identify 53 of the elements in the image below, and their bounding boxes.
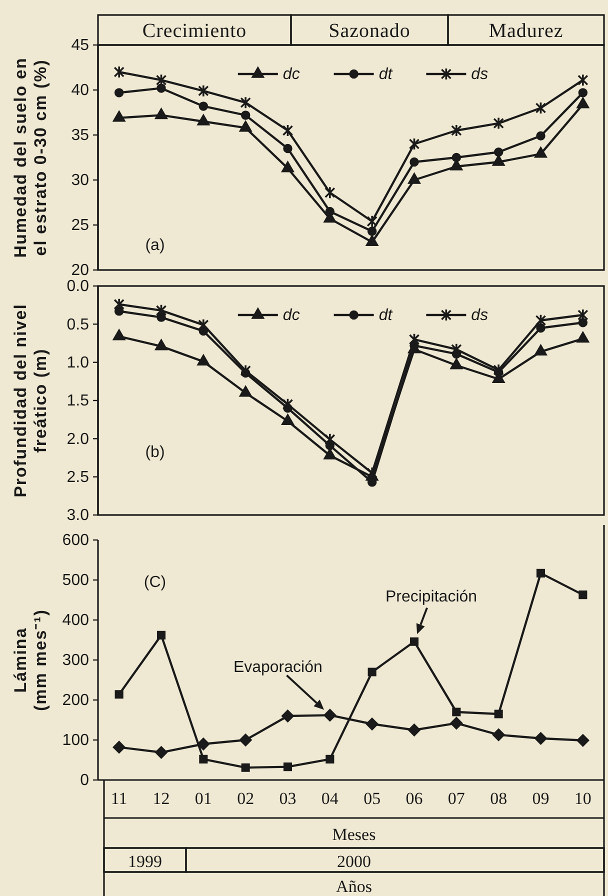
annotation: Precipitación bbox=[385, 588, 478, 606]
y-tick-label: 25 bbox=[71, 217, 90, 234]
x-tick-label: 07 bbox=[448, 789, 466, 808]
x-tick-label: 03 bbox=[279, 789, 296, 808]
y-axis-title: Lámina (mm mes⁻¹) bbox=[10, 609, 50, 711]
y-tick-label: 100 bbox=[62, 732, 90, 750]
x-tick-label: 08 bbox=[490, 789, 508, 808]
y-tick-label: 45 bbox=[71, 37, 90, 54]
y-tick-label: 0.0 bbox=[66, 278, 90, 296]
y-tick-label: 35 bbox=[71, 127, 90, 144]
text: 1999 bbox=[128, 852, 162, 870]
y-tick-label: 300 bbox=[62, 652, 90, 670]
y-tick-label: 30 bbox=[71, 172, 90, 190]
y-tick-label: 40 bbox=[71, 82, 90, 100]
y-tick-label: 3.0 bbox=[66, 507, 90, 524]
y-axis-title: Profundidad del nivel freático (m) bbox=[10, 304, 50, 498]
x-tick-label: 05 bbox=[364, 789, 381, 808]
y-tick-label: 2.5 bbox=[66, 468, 90, 486]
annotation: (b) bbox=[145, 444, 165, 460]
y-tick-label: 2.0 bbox=[66, 430, 90, 448]
annotation: Evaporación bbox=[233, 658, 322, 676]
x-tick-label: 11 bbox=[110, 789, 128, 808]
x-tick-label: 06 bbox=[406, 789, 423, 808]
legend-label: dt bbox=[378, 66, 393, 82]
text: Madurez bbox=[488, 20, 564, 42]
y-tick-label: 20 bbox=[71, 262, 90, 280]
x-tick-label: 09 bbox=[532, 789, 550, 808]
x-tick-label: 02 bbox=[237, 789, 254, 808]
text: Crecimiento bbox=[142, 20, 247, 42]
legend-label: ds bbox=[471, 66, 488, 82]
y-tick-label: 1.5 bbox=[66, 392, 90, 410]
legend-label: ds bbox=[471, 306, 488, 324]
annotation: (C) bbox=[144, 574, 166, 590]
text: Sazonado bbox=[328, 20, 410, 42]
x-tick-label: 01 bbox=[194, 789, 212, 808]
y-tick-label: 1.0 bbox=[66, 354, 90, 372]
text: Años bbox=[336, 876, 372, 896]
x-tick-label: 10 bbox=[574, 789, 592, 808]
x-axis-title: Meses bbox=[332, 824, 376, 844]
legend-label: dc bbox=[282, 66, 300, 82]
y-tick-label: 500 bbox=[62, 572, 90, 590]
legend-label: dc bbox=[282, 306, 300, 324]
text: 2000 bbox=[337, 852, 371, 870]
x-tick-label: 04 bbox=[321, 789, 339, 808]
y-tick-label: 600 bbox=[62, 532, 90, 550]
y-tick-label: 400 bbox=[62, 612, 90, 630]
y-tick-label: 0 bbox=[80, 772, 90, 790]
y-axis-title: Humedad del suelo en el estrato 0-30 cm (%) bbox=[10, 57, 50, 258]
y-tick-label: 0.5 bbox=[66, 316, 90, 334]
annotation: (a) bbox=[145, 236, 165, 254]
x-tick-label: 12 bbox=[152, 789, 170, 808]
legend-label: dt bbox=[378, 306, 393, 324]
y-tick-label: 200 bbox=[62, 692, 90, 710]
